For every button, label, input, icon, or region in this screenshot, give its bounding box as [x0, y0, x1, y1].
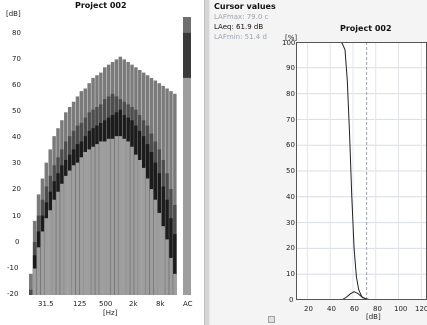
- spectrum-bar: [44, 218, 49, 295]
- x-tick: 8k: [156, 300, 165, 308]
- y-tick: 100: [282, 39, 296, 47]
- panel-splitter[interactable]: [204, 0, 210, 325]
- y-tick: 0: [15, 238, 20, 246]
- y-tick: 30: [286, 219, 295, 227]
- y-tick: 0: [289, 296, 294, 304]
- y-tick: 70: [12, 55, 21, 63]
- y-tick: 20: [12, 185, 21, 193]
- y-tick: 80: [286, 90, 295, 98]
- spectrum-bar: [32, 268, 37, 295]
- spectrum-bar: [79, 157, 84, 295]
- spectrum-bar: [173, 273, 177, 295]
- x-tick: 500: [99, 300, 113, 308]
- statistics-plot-area[interactable]: [296, 42, 427, 300]
- spectrum-bar: [75, 162, 80, 295]
- spectrum-bar: [91, 146, 95, 295]
- y-tick: 60: [12, 81, 21, 89]
- spectrum-bar: [29, 289, 33, 295]
- statistics-title: Project 002: [340, 24, 392, 33]
- spectrum-bar: [64, 175, 68, 295]
- spectrum-bar: [103, 141, 107, 295]
- spectrum-bar: [173, 93, 177, 295]
- y-tick: 10: [12, 212, 21, 220]
- spectrum-bar: [118, 136, 123, 295]
- x-tick: 31.5: [38, 300, 54, 308]
- spectrum-bar: [122, 138, 126, 295]
- spectrum-bar: [29, 273, 33, 295]
- spectrum-bar: [169, 257, 173, 295]
- cursor-value-lafmin: LAFmin: 51.4 d: [214, 33, 267, 41]
- y-tick: 90: [286, 64, 295, 72]
- spectrum-bar: [95, 144, 99, 295]
- spectrum-bar: [40, 231, 45, 295]
- x-tick: 120: [415, 305, 427, 313]
- y-tick: 40: [12, 133, 21, 141]
- y-tick: -10: [7, 264, 19, 272]
- y-tick: 30: [12, 159, 21, 167]
- spectrum-bar: [149, 189, 154, 295]
- y-tick: 70: [286, 116, 295, 124]
- spectrum-bar: [169, 218, 173, 295]
- y-tick: -20: [7, 290, 19, 298]
- statistics-chart: [296, 42, 427, 300]
- y-tick: 80: [12, 29, 21, 37]
- spectrum-bar: [153, 199, 158, 295]
- resize-grip-icon[interactable]: [268, 316, 275, 323]
- y-tick: 10: [286, 270, 295, 278]
- spectrum-bar: [83, 152, 88, 295]
- spectrum-bar: [67, 170, 72, 295]
- x-tick: 2k: [129, 300, 138, 308]
- spectrum-bar: [141, 167, 146, 295]
- cursor-value-laeq: LAeq: 61.9 dB: [214, 23, 264, 31]
- spectrum-bar: [157, 212, 162, 295]
- spectrum-bar: [114, 136, 119, 295]
- spectrum-bar: [52, 199, 56, 295]
- x-tick: 40: [327, 305, 336, 313]
- x-tick: 100: [394, 305, 408, 313]
- cursor-value-lafmax: LAFmax: 79.0 c: [214, 13, 269, 21]
- y-tick: 50: [12, 107, 21, 115]
- y-tick: 20: [286, 244, 295, 252]
- spectrum-chart: [29, 17, 191, 295]
- spectrum-bar: [126, 141, 130, 295]
- spectrum-bar: [60, 183, 64, 295]
- cursor-values-title: Cursor values: [214, 2, 276, 11]
- spectrum-panel: Project 002 [dB] 80 70 60 50 40 30 20 10…: [0, 0, 204, 325]
- y-tick: 60: [286, 141, 295, 149]
- spectrum-bar: [71, 165, 76, 295]
- y-tick: 50: [286, 167, 295, 175]
- x-tick: 80: [373, 305, 382, 313]
- spectrum-bar: [138, 159, 142, 295]
- y-tick: 40: [286, 193, 295, 201]
- spectrum-title: Project 002: [75, 1, 127, 10]
- cursor-values-box: Cursor values LAFmax: 79.0 c LAeq: 61.9 …: [214, 2, 276, 42]
- spectrum-bar: [36, 247, 41, 295]
- spectrum-plot-area[interactable]: [27, 17, 193, 295]
- statistics-y-unit: [%]: [285, 34, 298, 42]
- spectrum-bar: [56, 191, 60, 295]
- spectrum-x-unit: [Hz]: [103, 309, 118, 317]
- spectrum-y-unit: [dB]: [6, 10, 21, 18]
- spectrum-bar: [130, 146, 134, 295]
- spectrum-bar: [48, 210, 52, 295]
- x-tick: 60: [350, 305, 359, 313]
- spectrum-bar: [145, 178, 150, 295]
- x-tick: AC: [183, 300, 193, 308]
- spectrum-bar: [165, 239, 169, 295]
- x-tick: 125: [73, 300, 87, 308]
- spectrum-bar: [110, 138, 115, 295]
- spectrum-bar: [134, 154, 138, 295]
- spectrum-bar: [99, 141, 103, 295]
- statistics-x-unit: [dB]: [366, 313, 381, 321]
- spectrum-bar: [161, 226, 165, 295]
- spectrum-bar: [106, 138, 111, 295]
- spectrum-bar: [87, 149, 91, 295]
- overall-bar: [183, 77, 191, 295]
- spectrum-bar: [173, 234, 177, 295]
- x-tick: 20: [304, 305, 313, 313]
